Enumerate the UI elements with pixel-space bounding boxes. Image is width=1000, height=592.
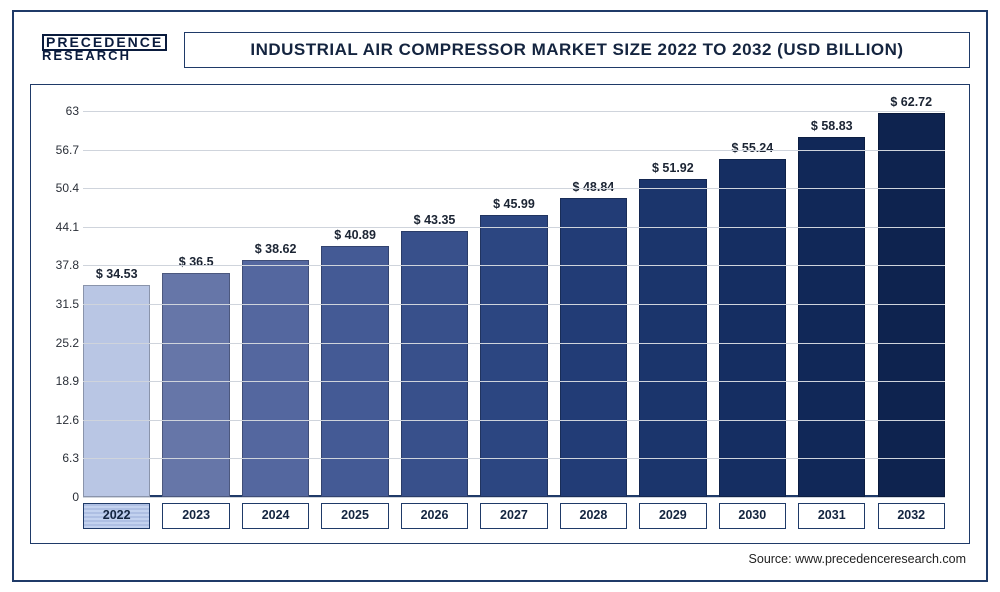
bar — [242, 260, 309, 497]
y-tick-label: 63 — [35, 104, 79, 118]
bar — [162, 273, 229, 497]
gridline — [83, 458, 945, 459]
x-axis-label: 2024 — [242, 503, 309, 529]
x-axis-label: 2025 — [321, 503, 388, 529]
y-tick-label: 56.7 — [35, 143, 79, 157]
gridline — [83, 304, 945, 305]
bar — [83, 285, 150, 497]
bar-value-label: $ 55.24 — [719, 141, 786, 155]
x-axis-label: 2027 — [480, 503, 547, 529]
source-attribution: Source: www.precedenceresearch.com — [749, 552, 966, 566]
bar-value-label: $ 58.83 — [798, 119, 865, 133]
gridline — [83, 381, 945, 382]
bar-value-label: $ 51.92 — [639, 161, 706, 175]
x-axis-label: 2031 — [798, 503, 865, 529]
bar — [560, 198, 627, 497]
bar-value-label: $ 36.5 — [162, 255, 229, 269]
bar-value-label: $ 43.35 — [401, 213, 468, 227]
x-axis-label: 2030 — [719, 503, 786, 529]
gridline — [83, 497, 945, 498]
x-axis-label: 2032 — [878, 503, 945, 529]
y-tick-label: 25.2 — [35, 336, 79, 350]
y-tick-label: 44.1 — [35, 220, 79, 234]
gridline — [83, 111, 945, 112]
gridline — [83, 188, 945, 189]
x-axis-label: 2029 — [639, 503, 706, 529]
bar-value-label: $ 34.53 — [83, 267, 150, 281]
bar — [798, 137, 865, 497]
bar-value-label: $ 38.62 — [242, 242, 309, 256]
y-tick-label: 6.3 — [35, 451, 79, 465]
gridline — [83, 420, 945, 421]
y-tick-label: 18.9 — [35, 374, 79, 388]
x-axis-label: 2023 — [162, 503, 229, 529]
gridline — [83, 265, 945, 266]
chart-title: INDUSTRIAL AIR COMPRESSOR MARKET SIZE 20… — [250, 40, 903, 59]
y-tick-label: 37.8 — [35, 258, 79, 272]
bar — [401, 231, 468, 497]
bar — [321, 246, 388, 497]
gridline — [83, 343, 945, 344]
gridline — [83, 150, 945, 151]
bar-value-label: $ 45.99 — [480, 197, 547, 211]
chart-outer-frame: PRECEDENCE RESEARCH INDUSTRIAL AIR COMPR… — [12, 10, 988, 582]
x-axis: 2022 2023 2024 2025 2026 2027 2028 2029 2030 2031… — [83, 503, 945, 529]
bar-value-label: $ 48.84 — [560, 180, 627, 194]
bar-value-label: $ 40.89 — [321, 228, 388, 242]
x-axis-label: 2028 — [560, 503, 627, 529]
plot-frame: $ 34.53 $ 36.5 $ 38.62 $ 40.89 $ 43.35 $ 45.9… — [30, 84, 970, 544]
bar — [480, 215, 547, 497]
gridline — [83, 227, 945, 228]
bar — [719, 159, 786, 497]
y-tick-label: 50.4 — [35, 181, 79, 195]
chart-title-box: INDUSTRIAL AIR COMPRESSOR MARKET SIZE 20… — [184, 32, 970, 68]
bar-value-label: $ 62.72 — [878, 95, 945, 109]
brand-logo: PRECEDENCE RESEARCH — [42, 34, 167, 63]
y-tick-label: 12.6 — [35, 413, 79, 427]
x-axis-label: 2026 — [401, 503, 468, 529]
plot-area: $ 34.53 $ 36.5 $ 38.62 $ 40.89 $ 43.35 $ 45.9… — [83, 111, 945, 497]
y-tick-label: 0 — [35, 490, 79, 504]
y-tick-label: 31.5 — [35, 297, 79, 311]
logo-line-2: RESEARCH — [42, 50, 167, 62]
x-axis-label: 2022 — [83, 503, 150, 529]
